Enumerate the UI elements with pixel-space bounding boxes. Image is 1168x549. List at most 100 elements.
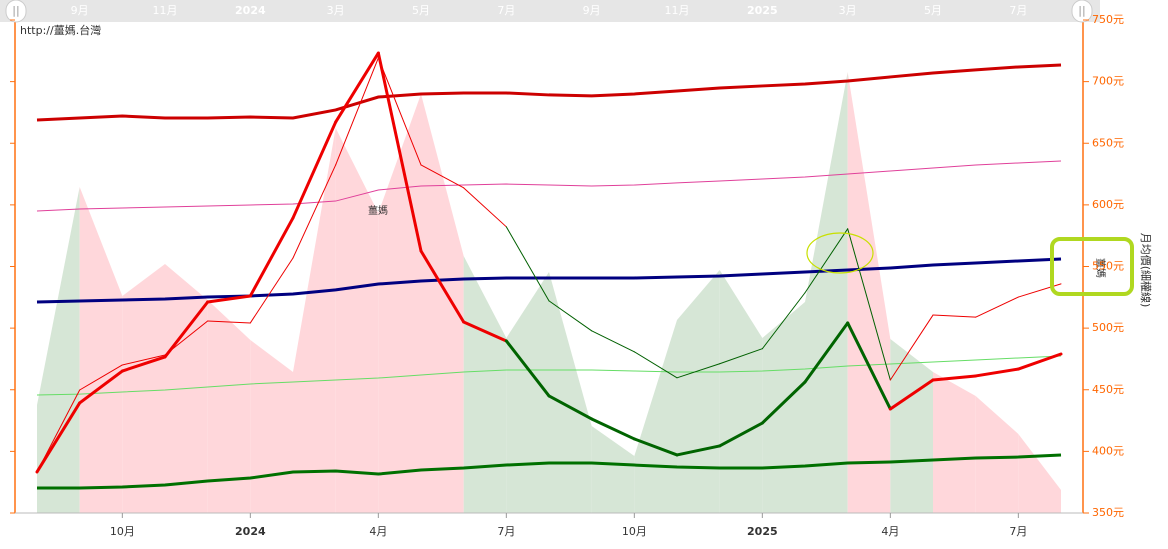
watermark: http://薑媽.台灣: [20, 23, 101, 37]
navigator-label: 9月: [583, 4, 601, 17]
area-segment: [1018, 433, 1062, 513]
line-segment: [889, 314, 934, 381]
line-segment: [206, 294, 252, 304]
x-tick-label: 7月: [497, 525, 515, 538]
area-segment: [847, 72, 891, 513]
area-segment: [805, 72, 848, 513]
line-segment: [1016, 352, 1063, 371]
line-segment: [719, 348, 763, 365]
line-segment: [420, 164, 465, 189]
line-segment: [462, 320, 508, 343]
line-segment: [291, 120, 338, 220]
navigator-label: 11月: [153, 4, 178, 17]
area-segment: [37, 187, 80, 513]
navigator-label: 5月: [924, 4, 942, 17]
line-segment: [888, 378, 935, 411]
line-segment: [590, 417, 636, 441]
line-segment: [504, 339, 551, 398]
line-segment: [847, 228, 891, 381]
navigator-label: 7月: [1009, 4, 1027, 17]
line-segment: [163, 300, 210, 359]
handle-grip: ||: [12, 4, 19, 17]
handle-grip: ||: [1078, 4, 1085, 17]
area-segment: [506, 272, 550, 513]
line-segment: [548, 300, 593, 332]
x-tick-label: 7月: [1009, 525, 1027, 538]
y-tick-label: 600元: [1092, 198, 1124, 211]
area-segment: [421, 93, 464, 513]
y-tick-label: 500元: [1092, 321, 1124, 334]
y-tick-label: 550元: [1092, 260, 1124, 273]
area-segment: [207, 300, 251, 513]
x-tick-label: 2024: [235, 525, 266, 538]
area-segment: [762, 301, 806, 513]
navigator-label: 3月: [839, 4, 857, 17]
x-tick-label: 4月: [881, 525, 899, 538]
navigator-label: 9月: [71, 4, 89, 17]
area-segment: [293, 127, 336, 513]
navigator-handle[interactable]: [5, 0, 27, 23]
line-segment: [335, 57, 379, 166]
x-tick-label: 2025: [747, 525, 778, 538]
line-segment: [207, 320, 251, 324]
line-segment: [121, 354, 166, 366]
area-segment: [591, 425, 635, 513]
line-segment: [35, 401, 82, 474]
line-segment: [846, 321, 892, 411]
line-segment: [675, 444, 722, 457]
plot-area: [35, 51, 1063, 513]
x-tick-label: 10月: [622, 525, 647, 538]
y-tick-label: 750元: [1092, 13, 1124, 26]
area-segment: [463, 256, 507, 513]
line-segment: [760, 380, 807, 425]
x-tick-label: 4月: [369, 525, 387, 538]
area-segment: [335, 127, 379, 513]
line-segment: [78, 369, 124, 405]
line-segment: [761, 292, 806, 350]
line-segment: [931, 374, 978, 382]
line-segment: [463, 187, 507, 228]
area-segment: [975, 396, 1019, 513]
line-segment: [377, 57, 422, 166]
line-segment: [975, 296, 1019, 318]
area-segment: [549, 272, 592, 513]
line-segment: [718, 421, 764, 448]
navigator-bar: [0, 0, 1100, 22]
navigator-label: 2024: [235, 4, 266, 17]
navigator-label: 3月: [327, 4, 345, 17]
navigator-label: 11月: [665, 4, 690, 17]
line-segment: [419, 249, 466, 324]
line-segment: [79, 364, 123, 391]
line-segment: [248, 216, 295, 298]
line-segment: [120, 355, 167, 373]
area-segment: [677, 269, 720, 513]
annotation: 薑媽: [1094, 258, 1107, 278]
line: [36, 355, 1062, 396]
line: [37, 453, 1062, 490]
line: [36, 160, 1062, 212]
area-segment: [933, 372, 976, 513]
line-segment: [334, 51, 380, 124]
area-segment: [890, 338, 934, 513]
line: [36, 257, 1062, 304]
area-segment: [719, 269, 763, 513]
navigator-label: 2025: [747, 4, 778, 17]
highlight-ellipse: [806, 232, 874, 274]
line-segment: [932, 314, 977, 318]
navigator-handle[interactable]: [1071, 0, 1093, 23]
line-segment: [974, 367, 1020, 378]
line-segment: [676, 363, 721, 379]
line-segment: [591, 330, 635, 353]
area-segment: [79, 187, 123, 513]
y-tick-label: 450元: [1092, 383, 1124, 396]
area-segment: [250, 339, 294, 513]
line-segment: [633, 351, 678, 379]
navigator-label: 5月: [412, 4, 430, 17]
highlight-box: [1050, 237, 1134, 296]
line-segment: [803, 321, 850, 384]
y-axis-title: 月均價(細權線): [1139, 233, 1153, 308]
line: [36, 63, 1062, 122]
y-tick-label: 400元: [1092, 444, 1124, 457]
